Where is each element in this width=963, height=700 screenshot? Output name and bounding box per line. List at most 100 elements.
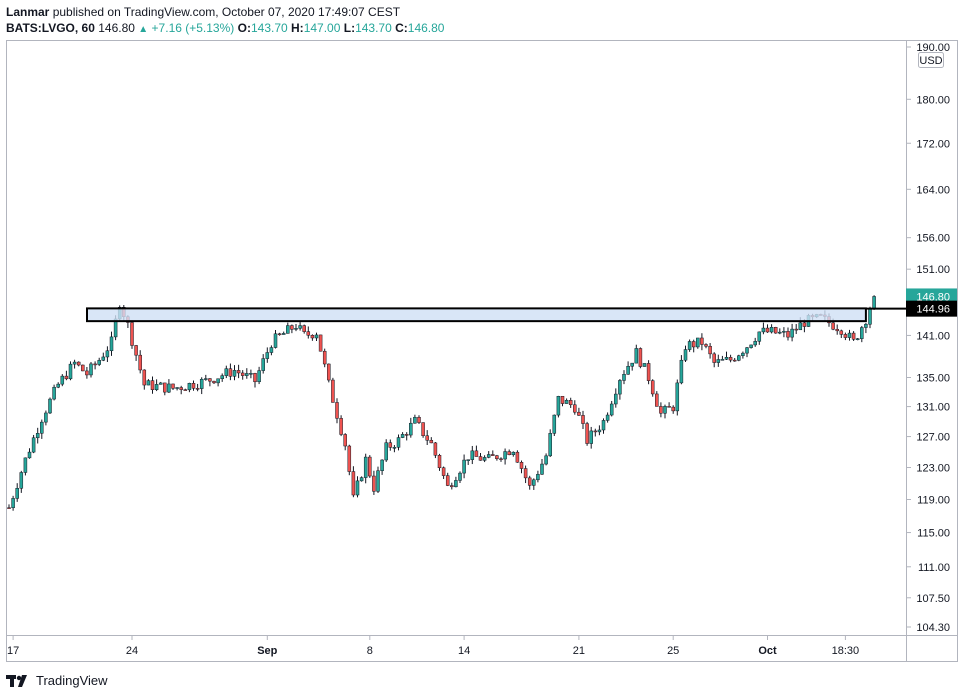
candle-body: [843, 334, 848, 338]
candle-body: [728, 357, 733, 361]
candle-body: [89, 363, 93, 376]
currency-label: USD: [919, 55, 942, 67]
candle-body: [560, 395, 565, 404]
candle-body: [335, 402, 339, 419]
candle-body: [257, 370, 261, 383]
candle-body: [191, 382, 196, 389]
candle-body: [515, 451, 520, 463]
resistance-zone[interactable]: [86, 307, 867, 323]
candle-body: [40, 421, 44, 434]
candle-body: [462, 459, 466, 474]
candle-body: [429, 440, 434, 444]
candle-body: [454, 480, 458, 488]
candle-body: [327, 363, 331, 381]
candle-body: [646, 363, 651, 381]
candle-body: [851, 332, 856, 340]
candle-body: [60, 375, 65, 385]
footer-brand[interactable]: TradingView: [6, 673, 108, 688]
candle-body: [425, 435, 429, 441]
candle-body: [253, 373, 257, 383]
candle-body: [31, 437, 36, 453]
time-tick-label: 8: [367, 645, 373, 657]
candle-body: [400, 434, 405, 438]
candles-layer: [7, 295, 876, 511]
candle-body: [847, 332, 852, 338]
candle-body: [503, 451, 507, 460]
candle-body: [466, 459, 470, 461]
candle-body: [663, 406, 667, 414]
candle-body: [11, 498, 15, 509]
candle-body: [175, 387, 179, 389]
author-name[interactable]: Lanmar: [6, 5, 50, 19]
candle-body: [48, 398, 52, 414]
price-tick-label: 156.00: [916, 233, 950, 245]
candle-body: [564, 400, 569, 404]
candle-body: [15, 488, 19, 499]
candle-body: [724, 357, 729, 360]
candle-body: [716, 359, 721, 363]
candle-body: [634, 348, 639, 364]
price-tick-label: 107.50: [916, 593, 950, 605]
candle-body: [413, 416, 417, 424]
candle-body: [97, 360, 101, 365]
symbol-label[interactable]: BATS:LVGO, 60: [6, 21, 95, 35]
price-label-text: 146.80: [916, 291, 950, 303]
candle-body: [679, 359, 684, 384]
price-tick-label: 180.00: [916, 94, 950, 106]
candle-body: [839, 330, 844, 335]
candle-body: [609, 403, 614, 416]
candle-body: [536, 474, 540, 481]
plot-border: [6, 40, 958, 662]
candle-body: [81, 364, 85, 372]
candle-body: [532, 479, 536, 486]
candle-body: [835, 328, 839, 332]
candle-body: [482, 457, 487, 461]
candle-body: [72, 361, 77, 365]
candle-body: [650, 380, 655, 395]
price-tick-label: 115.00: [917, 528, 950, 540]
candle-body: [35, 433, 40, 439]
candle-body: [56, 383, 60, 388]
candle-body: [368, 456, 372, 477]
candle-body: [134, 345, 138, 356]
candle-body: [773, 327, 778, 334]
candle-body: [302, 325, 306, 332]
candle-body: [343, 434, 347, 447]
candle-body: [306, 331, 311, 336]
time-tick-label: 25: [667, 645, 679, 657]
candle-body: [704, 344, 708, 347]
candle-body: [860, 327, 864, 339]
candle-body: [93, 363, 97, 366]
candle-body: [712, 353, 716, 363]
candle-body: [273, 333, 278, 348]
candle-body: [868, 308, 872, 325]
time-tick-label: Sep: [257, 645, 277, 657]
candle-body: [212, 380, 216, 384]
candle-body: [782, 330, 786, 333]
candle-body: [376, 470, 380, 492]
resistance-zone-layer[interactable]: [86, 307, 906, 323]
candle-body: [745, 347, 749, 354]
price-tick-label: 172.00: [916, 138, 950, 150]
candle-body: [314, 334, 319, 339]
candle-body: [220, 375, 224, 379]
candle-body: [507, 451, 511, 456]
candle-body: [290, 325, 294, 330]
candle-body: [404, 434, 409, 436]
price-tick-label: 119.00: [917, 494, 950, 506]
currency-badge[interactable]: USD: [918, 52, 944, 68]
candle-body: [786, 330, 790, 338]
ohlc-line: BATS:LVGO, 60 146.80 ▲ +7.16 (+5.13%) O:…: [6, 20, 444, 38]
candle-body: [741, 352, 745, 356]
price-label-box: [906, 288, 957, 305]
candle-body: [708, 345, 712, 355]
price-axis[interactable]: 190.00 180.00 172.00 164.00 156.00 151.00 141.…: [906, 42, 950, 634]
candle-body: [470, 450, 475, 460]
candle-body: [7, 507, 11, 509]
candle-body: [351, 471, 356, 496]
candle-body: [163, 382, 167, 393]
time-axis[interactable]: 17 24 Sep 8 14 21 25 Oct 18:30: [7, 635, 859, 657]
candle-body: [618, 380, 622, 395]
price-chart[interactable]: 190.00 180.00 172.00 164.00 156.00 151.00 141.…: [0, 0, 963, 670]
